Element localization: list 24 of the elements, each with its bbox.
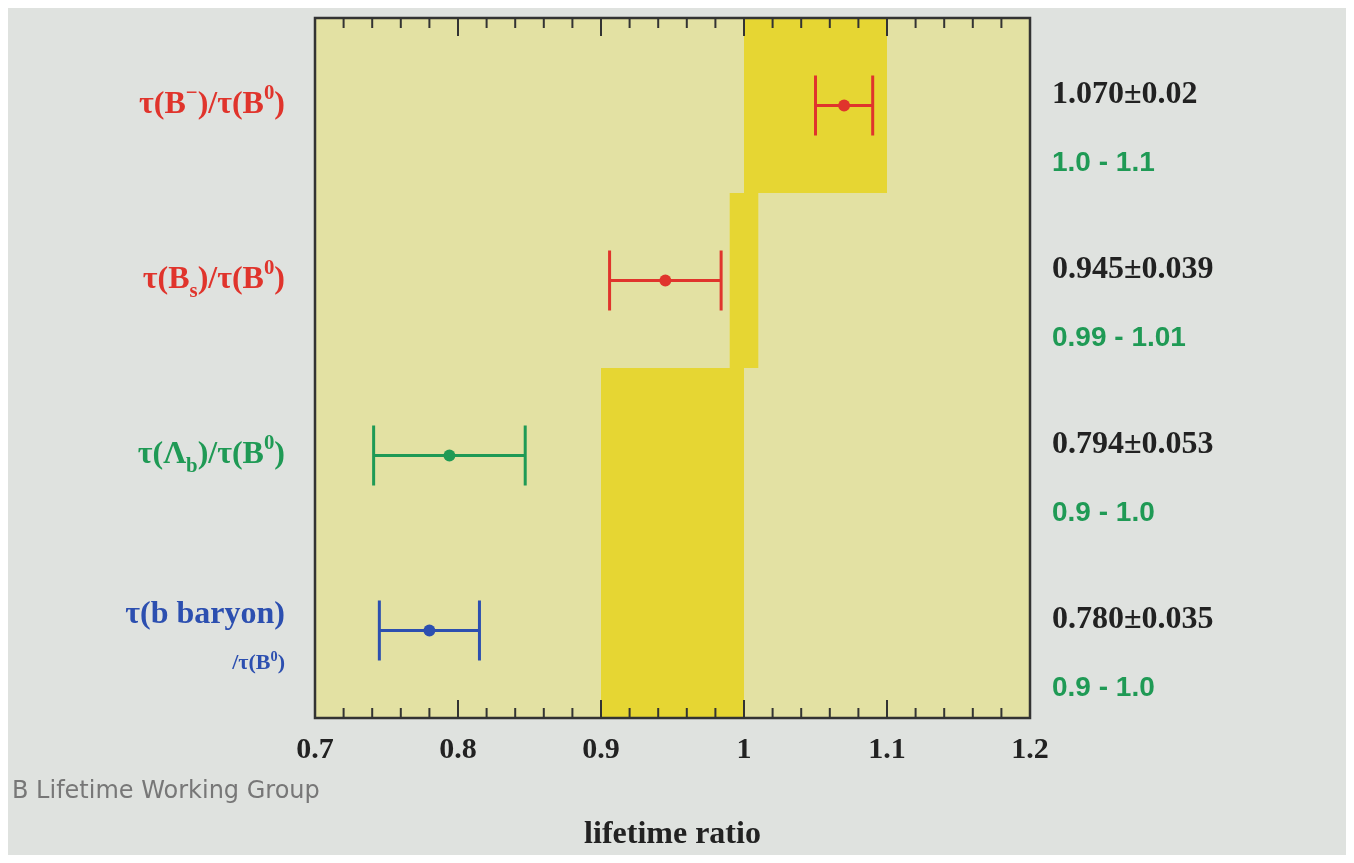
point (423, 624, 436, 637)
x-tick-label: 1.2 (1011, 731, 1049, 764)
text: 0.99 - 1.01 (1052, 320, 1186, 352)
text: 0.780±0.035 (1052, 598, 1214, 635)
text: 1.0 - 1.1 (1052, 145, 1155, 177)
x-tick-label: 1.1 (868, 731, 906, 764)
y-tick-label: τ(Λ$_{b}$)/τ(B$^{0}$) (137, 429, 285, 476)
y-tick-label: τ(b baryon)/τ(B$^{0}$) (125, 593, 285, 674)
text: 0.9 - 1.0 (1052, 670, 1155, 702)
point (443, 449, 456, 462)
text: 0.794±0.053 (1052, 423, 1214, 460)
text: 0.945±0.039 (1052, 248, 1214, 285)
text: 1.070±0.02 (1052, 73, 1198, 110)
point (838, 99, 851, 112)
text: 0.9 - 1.0 (1052, 495, 1155, 527)
x-tick-label: 1 (736, 731, 752, 764)
point (659, 274, 672, 287)
y-tick-label: τ(B$^{−}$)/τ(B$^{0}$) (139, 79, 285, 120)
x-tick-label: 0.7 (296, 731, 334, 764)
x-axis-title: lifetime ratio (584, 814, 761, 850)
text: B Lifetime Working Group (12, 776, 320, 804)
x-tick-label: 0.8 (439, 731, 477, 764)
y-tick-label: τ(B$_{s}$)/τ(B$^{0}$) (142, 254, 285, 301)
x-tick-label: 0.9 (582, 731, 620, 764)
